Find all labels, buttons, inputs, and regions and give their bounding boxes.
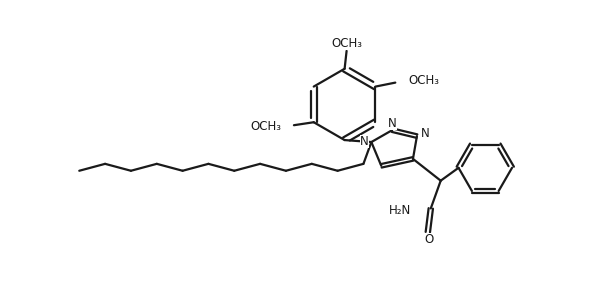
Text: N: N <box>360 135 369 148</box>
Text: OCH₃: OCH₃ <box>408 74 439 87</box>
Text: N: N <box>420 127 429 140</box>
Text: N: N <box>388 117 396 130</box>
Text: H₂N: H₂N <box>389 204 411 217</box>
Text: O: O <box>424 233 434 245</box>
Text: OCH₃: OCH₃ <box>250 120 281 133</box>
Text: OCH₃: OCH₃ <box>331 37 362 51</box>
